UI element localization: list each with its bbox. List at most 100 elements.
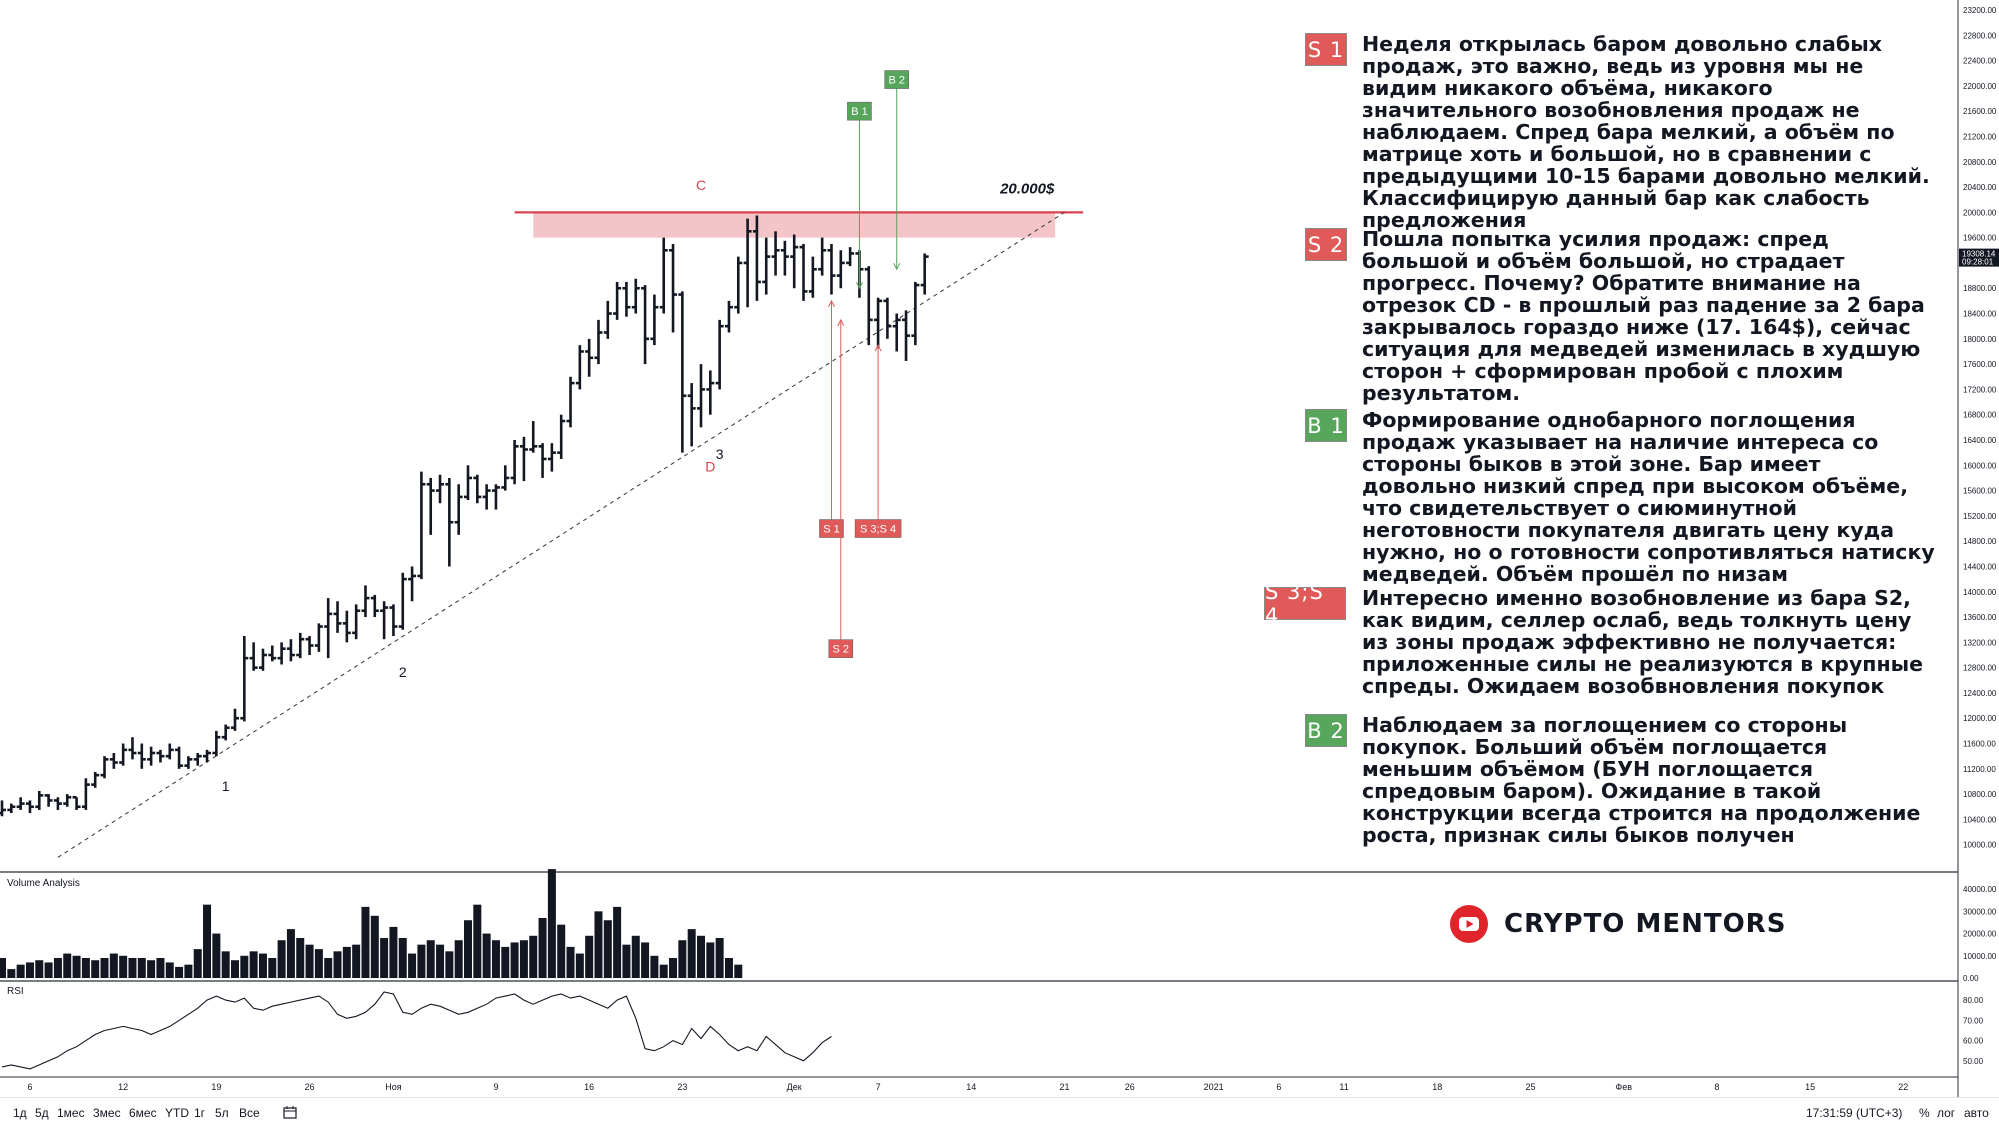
ohlc-bar [874,297,883,349]
volume-bar [128,958,137,978]
time-tick-label: 11 [1339,1082,1348,1092]
volume-bar [212,933,221,978]
ohlc-bar [324,598,333,659]
price-tick-label: 18800.00 [1963,284,1997,293]
signal-arrowhead [828,299,835,308]
ohlc-bar [156,749,165,763]
signal-badge[interactable] [819,519,844,538]
price-tick-label: 20000.00 [1963,208,1997,217]
range-button[interactable]: 3мес [93,1106,121,1120]
ohlc-bar [72,795,81,810]
time-tick-label: Ноя [385,1082,402,1092]
note-badge: S 2 [1305,228,1347,261]
ohlc-bar [81,778,90,810]
signal-label: B 1 [851,106,868,118]
range-button[interactable]: 1мес [57,1106,85,1120]
ohlc-bar [370,594,379,618]
note-text: Пошла попытка усилия продаж: спред больш… [1362,227,1925,405]
note-text: Неделя открылась баром довольно слабых п… [1362,32,1930,232]
volume-bar [35,960,44,978]
ohlc-bar [808,256,817,298]
volume-bar [613,906,622,978]
signal-badge[interactable] [884,70,910,89]
time-tick-label: 19 [211,1082,221,1092]
price-tick-label: 22400.00 [1963,57,1997,66]
price-tag [1959,248,1999,267]
volume-bar [631,935,640,978]
ohlc-bar [706,370,715,415]
ohlc-bar [920,253,929,295]
volume-pane-title: Volume Analysis [7,878,80,889]
clock-readout[interactable]: 17:31:59 (UTC+3) [1806,1106,1903,1120]
range-button[interactable]: 1г [194,1106,206,1120]
volume-bar [324,958,333,978]
ohlc-bar [594,319,603,365]
time-axis[interactable]: 6 12 19 26 Ноя 9 16 23 Дек 7 14 21 26 2021 6 11 18 25 Фев 8… [27,1082,1908,1092]
price-tick-label: 14800.00 [1963,537,1997,546]
log-scale-button[interactable]: лог [1937,1106,1956,1120]
chart-annotation: C [696,177,706,193]
note-text: Интересно именно возобновление из бара S… [1362,586,1924,698]
time-tick-label: 23 [677,1082,687,1092]
volume-bar [184,964,193,978]
ohlc-bar [780,240,789,276]
volume-bar [91,960,100,978]
signal-badge[interactable] [854,519,902,538]
price-tick-label: 19600.00 [1963,234,1997,243]
range-button[interactable]: 6мес [129,1106,157,1120]
volume-bar [594,911,603,978]
ohlc-bar [613,281,622,320]
ohlc-bar [818,237,827,276]
ohlc-bar [305,636,314,655]
time-tick-label: 12 [118,1082,128,1092]
price-tick-label: 20800.00 [1963,158,1997,167]
ohlc-bar [314,623,323,652]
price-tick-label: 15600.00 [1963,487,1997,496]
price-tick-label: 21200.00 [1963,132,1997,141]
ohlc-bar [175,746,184,769]
signal-badge[interactable] [847,101,872,121]
ohlc-bar [333,601,342,633]
volume-bar [538,918,547,978]
time-tick-label: 2021 [1204,1082,1224,1092]
ohlc-bar [361,585,370,618]
price-tick-label: 10800.00 [1963,790,1997,799]
price-tick-label: 12400.00 [1963,689,1997,698]
signal-badge[interactable] [828,639,854,658]
range-button[interactable]: Все [239,1106,260,1120]
range-button[interactable]: 1д [13,1106,27,1120]
ohlc-bar [184,756,193,769]
volume-bar [706,942,715,978]
volume-bar [63,953,72,978]
price-tick-label: 22000.00 [1963,82,1997,91]
chart-annotation: 20.000$ [999,180,1055,197]
volume-bar [464,920,472,978]
ohlc-bar [762,237,771,295]
range-button[interactable]: 5д [35,1106,49,1120]
volume-tick-label: 40000.00 [1963,885,1997,894]
price-tick-label: 22800.00 [1963,31,1997,40]
calendar-range-icon[interactable] [283,1106,297,1122]
price-axis[interactable]: 10000.00 10400.00 10800.00 11200.00 11600.00… [1957,0,1999,1097]
volume-tick-label: 30000.00 [1963,907,1997,916]
volume-bar [352,944,361,978]
brand-name: CRYPTO MENTORS [1504,909,1787,939]
volume-bar [389,926,398,978]
time-tick-label: 14 [966,1082,976,1092]
signal-label: B 2 [888,75,905,87]
percent-scale-button[interactable]: % [1919,1106,1930,1120]
rsi-tick-label: 70.00 [1963,1016,1984,1025]
bottom-toolbar: 1д 5д 1мес 3мес 6мес YTD 1г 5л Все 17:31:59 (UTC… [0,1097,1999,1126]
range-button[interactable]: YTD [165,1106,189,1120]
volume-bar [734,964,743,978]
volume-bar [25,962,34,978]
time-tick-label: 16 [584,1082,594,1092]
range-button[interactable]: 5л [215,1106,229,1120]
volume-bar [641,942,650,978]
time-tick-label: Фев [1615,1082,1632,1092]
ohlc-bar [902,310,911,361]
volume-bar [147,960,156,978]
ohlc-bar [846,247,855,267]
auto-scale-button[interactable]: авто [1964,1106,1989,1120]
